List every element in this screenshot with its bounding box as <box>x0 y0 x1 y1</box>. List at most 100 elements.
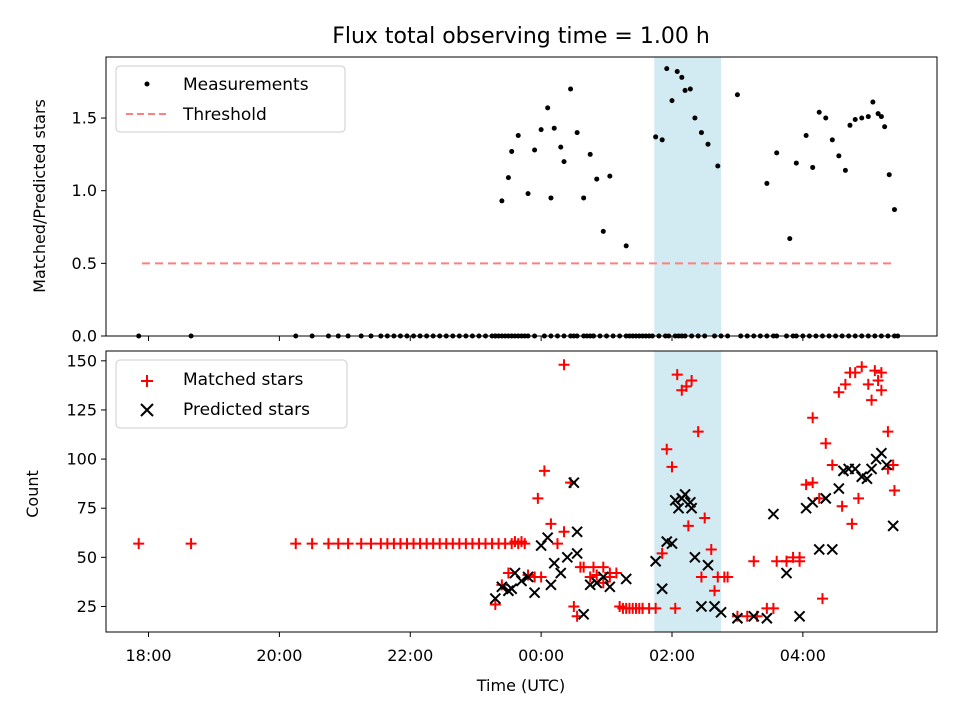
matched-star-point <box>574 561 586 573</box>
measurement-point <box>715 163 721 169</box>
predicted-star-point <box>875 447 888 459</box>
measurement-point <box>532 147 538 153</box>
predicted-star-point <box>505 583 518 595</box>
top-highlight-span <box>654 57 722 336</box>
predicted-star-point <box>561 551 574 564</box>
top-legend-box <box>115 65 346 133</box>
predicted-star-point <box>489 592 502 605</box>
matched-star-point <box>846 518 858 530</box>
top-axes: 0.0 0.5 1.0 1.5 Matched/Predicted stars Mea… <box>30 56 938 346</box>
matched-star-point <box>836 500 848 512</box>
matched-star-point <box>680 380 692 392</box>
matched-star-point <box>731 610 743 622</box>
matched-star-point <box>862 378 874 390</box>
predicted-star-point <box>715 606 727 619</box>
matched-star-point <box>709 585 721 597</box>
measurement-point <box>875 111 881 117</box>
x-tick-label: 04:00 <box>780 646 826 665</box>
matched-star-point <box>290 538 302 550</box>
measurement-point <box>810 164 816 170</box>
measurement-point <box>787 236 793 242</box>
top-legend: Measurements Threshold <box>115 65 346 133</box>
measurement-point <box>803 132 809 138</box>
predicted-star-point <box>761 612 773 624</box>
predicted-star-point <box>666 537 678 550</box>
predicted-star-point <box>584 579 596 591</box>
predicted-star-point <box>620 573 632 585</box>
bottom-y-tick-label: 125 <box>66 400 97 419</box>
legend-measurements-label: Measurements <box>183 75 309 95</box>
measurement-point <box>551 125 557 131</box>
predicted-star-point <box>780 567 793 579</box>
matched-star-point <box>322 538 334 550</box>
matched-star-point <box>866 394 878 406</box>
measurement-point <box>505 175 511 181</box>
bottom-y-label: Count <box>23 470 42 518</box>
predicted-star-point <box>571 526 583 538</box>
bottom-legend: Matched stars Predicted stars <box>115 359 348 429</box>
legend-predicted-marker <box>140 403 154 417</box>
matched-star-point <box>872 374 884 386</box>
matched-star-point <box>888 485 900 497</box>
measurement-point <box>764 180 770 186</box>
matched-star-point <box>365 538 377 550</box>
predicted-star-point <box>702 559 714 571</box>
matched-star-point <box>637 602 649 614</box>
bottom-x-ticks: 18:00 20:00 22:00 00:00 02:00 04:00 <box>125 632 826 665</box>
predicted-star-point <box>672 502 685 514</box>
measurement-point <box>859 115 865 121</box>
top-x-ticks <box>148 336 804 341</box>
measurement-point <box>574 130 580 136</box>
matched-star-point <box>332 538 344 550</box>
x-axis-label: Time (UTC) <box>476 676 565 695</box>
bottom-legend-box <box>115 359 348 429</box>
matched-star-point <box>656 547 668 559</box>
measurement-point <box>816 109 822 115</box>
matched-star-point <box>516 536 527 548</box>
legend-measurements-marker <box>144 81 150 87</box>
matched-star-point <box>856 361 868 373</box>
predicted-star-point <box>496 581 508 593</box>
x-tick-label: 00:00 <box>518 646 564 665</box>
matched-star-point <box>535 571 547 583</box>
matched-star-point <box>686 374 698 386</box>
measurement-point <box>705 141 711 147</box>
matched-star-point <box>532 492 544 504</box>
measurement-point <box>545 105 551 111</box>
measurement-point <box>607 173 613 179</box>
predicted-star-point <box>731 612 744 624</box>
matched-star-point <box>133 538 145 550</box>
matched-star-point <box>587 561 599 573</box>
measurement-point <box>679 74 685 80</box>
measurement-point <box>594 176 600 182</box>
predicted-star-point <box>649 555 662 567</box>
measurement-point <box>664 66 670 72</box>
bottom-y-tick-label: 25 <box>77 597 97 616</box>
bottom-y-ticks: 25 50 75 100 125 150 <box>66 351 106 616</box>
predicted-star-point <box>887 520 899 532</box>
matched-star-point <box>661 443 673 455</box>
measurement-point <box>836 153 842 159</box>
bottom-y-tick-label: 75 <box>77 499 97 518</box>
bottom-axes: 25 50 75 100 125 150 18:00 20:00 22:00 00:00 02:0… <box>23 350 938 695</box>
measurement-point <box>509 148 515 154</box>
predicted-star-point <box>806 496 819 509</box>
measurement-point <box>847 122 853 128</box>
matched-star-point <box>610 567 622 579</box>
measurement-point <box>823 115 829 121</box>
matched-star-point <box>522 569 534 581</box>
measurement-point <box>581 195 587 201</box>
measurement-point <box>882 124 888 130</box>
top-y-tick-label: 1.0 <box>72 181 97 200</box>
measurement-point <box>829 137 835 143</box>
top-y-tick-label: 0.0 <box>72 327 97 346</box>
matched-star-point <box>584 571 596 583</box>
matched-star-point <box>597 561 609 573</box>
measurement-point <box>587 151 593 157</box>
bottom-y-tick-label: 50 <box>77 548 97 567</box>
predicted-star-point <box>880 459 893 471</box>
legend-matched-marker <box>141 375 153 387</box>
matched-star-point <box>558 359 570 371</box>
matched-star-point <box>741 610 753 622</box>
